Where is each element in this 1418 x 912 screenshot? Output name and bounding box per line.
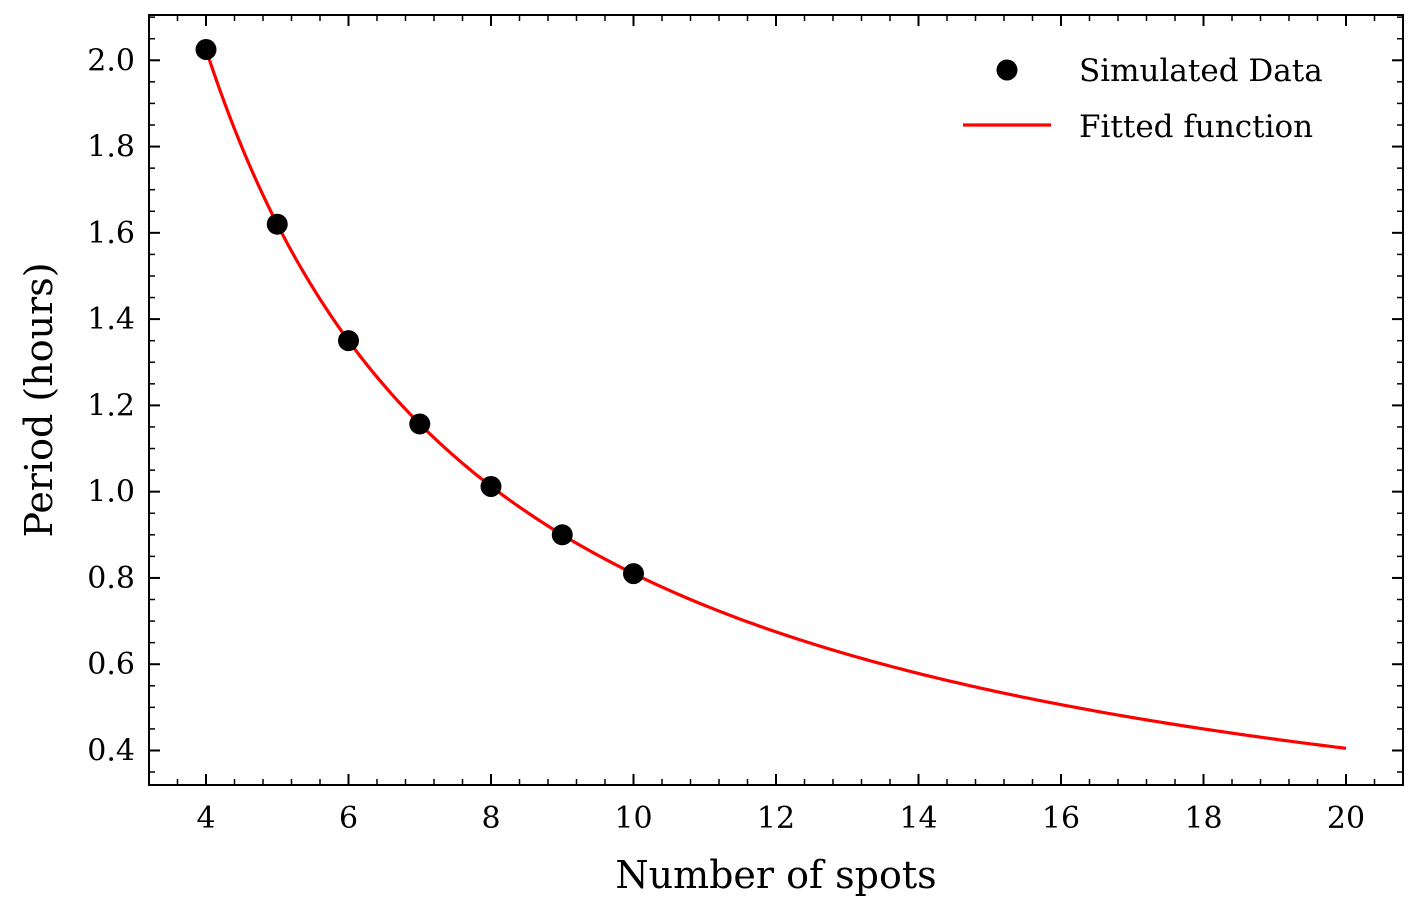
y-tick-label: 1.8: [87, 130, 135, 165]
legend: Simulated Data Fitted function: [963, 53, 1323, 145]
x-tick-label: 14: [899, 801, 937, 836]
data-point: [623, 563, 644, 585]
x-tick-label: 6: [339, 801, 358, 836]
y-tick-label: 1.0: [87, 475, 135, 510]
data-point: [409, 413, 431, 435]
x-tick-label: 10: [614, 801, 652, 836]
y-tick-label: 1.6: [87, 216, 135, 251]
y-tick-label: 2.0: [87, 43, 135, 78]
legend-marker-simulated-data: [996, 59, 1018, 81]
x-tick-label: 4: [196, 801, 215, 836]
x-tick-label: 16: [1042, 801, 1080, 836]
y-axis-label: Period (hours): [17, 262, 61, 537]
data-point: [338, 330, 359, 352]
data-point: [266, 213, 288, 235]
plot-frame: [148, 14, 1404, 786]
fitted-function-line: [204, 49, 1347, 750]
y-tick-label: 1.2: [87, 388, 135, 423]
simulated-data-layer: [195, 39, 644, 585]
fitted-function-layer: [204, 49, 1347, 750]
y-tick-label: 0.8: [87, 561, 135, 596]
data-point: [480, 475, 502, 497]
legend-label-simulated-data: Simulated Data: [1079, 53, 1323, 89]
data-point: [551, 524, 573, 546]
axis-tick-labels: 4 6 8 10 12 14 16 18 20 0.4 0.6 0.8 1.0 1.2 1.4 1.6 1.8 2…: [87, 43, 1365, 836]
legend-label-fitted-function: Fitted function: [1079, 109, 1313, 145]
y-tick-label: 0.4: [87, 733, 135, 768]
x-tick-label: 8: [481, 801, 500, 836]
x-tick-label: 18: [1184, 801, 1222, 836]
y-tick-label: 0.6: [87, 647, 135, 682]
y-tick-label: 1.4: [87, 302, 135, 337]
data-point: [195, 39, 217, 61]
x-tick-label: 12: [757, 801, 795, 836]
x-axis-label: Number of spots: [615, 853, 936, 897]
x-tick-label: 20: [1327, 801, 1365, 836]
